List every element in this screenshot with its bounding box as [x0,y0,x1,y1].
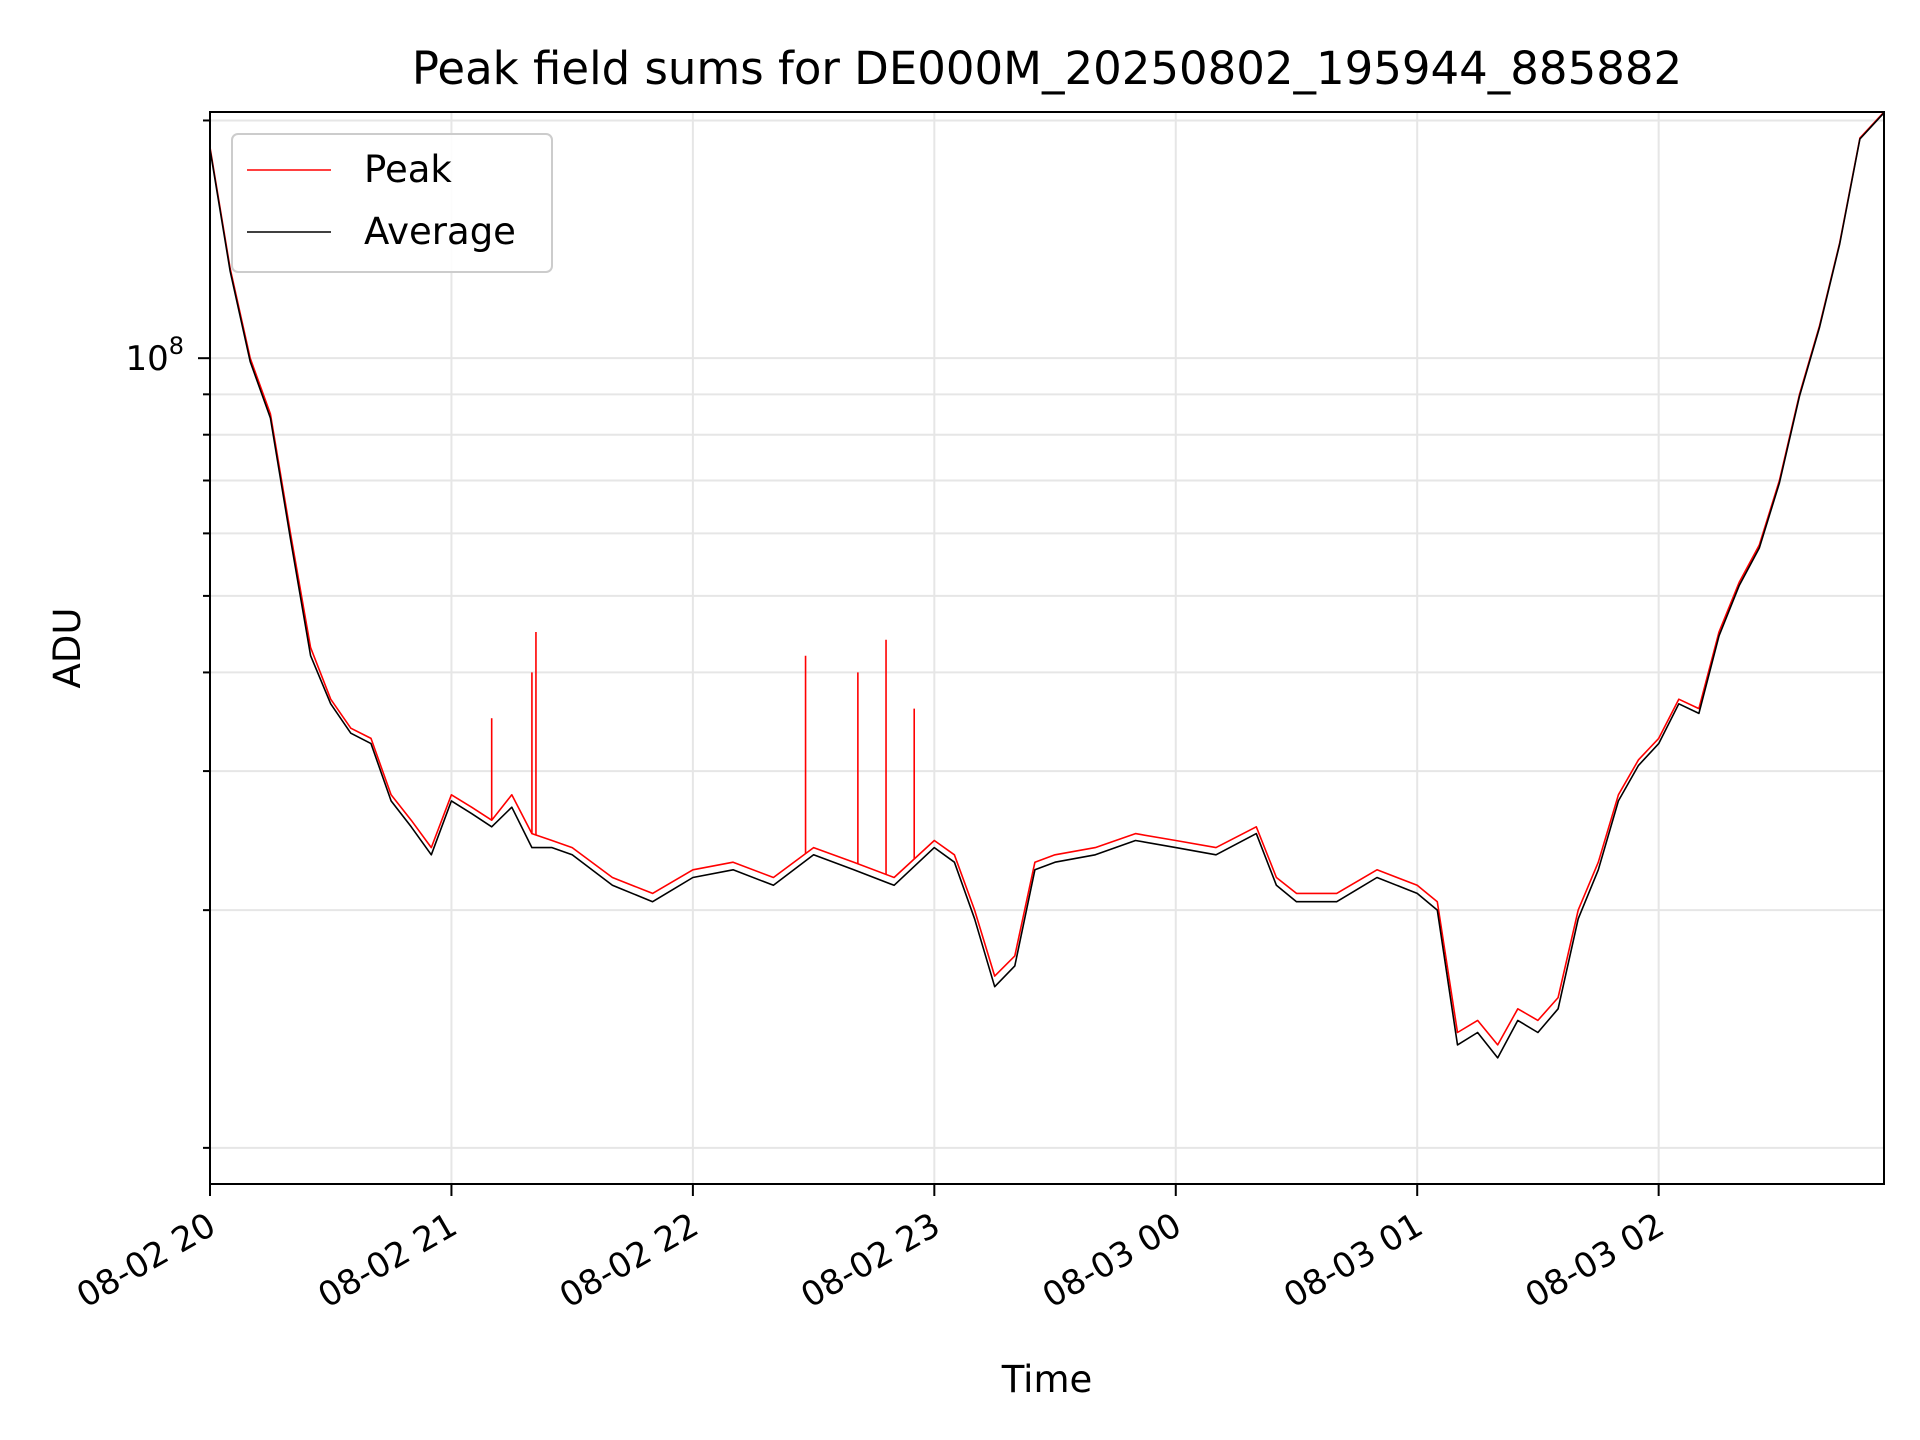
chart-title: Peak field sums for DE000M_20250802_1959… [412,42,1682,95]
grid-lines [209,112,1884,1184]
plot-frame [209,111,1885,1185]
legend: Peak Average [231,133,553,273]
legend-box [231,133,553,273]
legend-peak-label: Peak [364,148,452,191]
legend-average-label: Average [364,210,516,253]
series-average-line [209,112,1885,1059]
series-lines [209,111,1885,1059]
y-axis-label: ADU [46,608,89,689]
y-tick-label-base: 10 [125,339,168,379]
x-axis-label: Time [1001,1358,1093,1401]
series-peak-line [209,111,1885,1046]
y-tick-label-exponent: 8 [169,332,184,360]
y-tick-label: 108 [125,332,184,379]
y-ticks: 108 [125,119,210,1149]
